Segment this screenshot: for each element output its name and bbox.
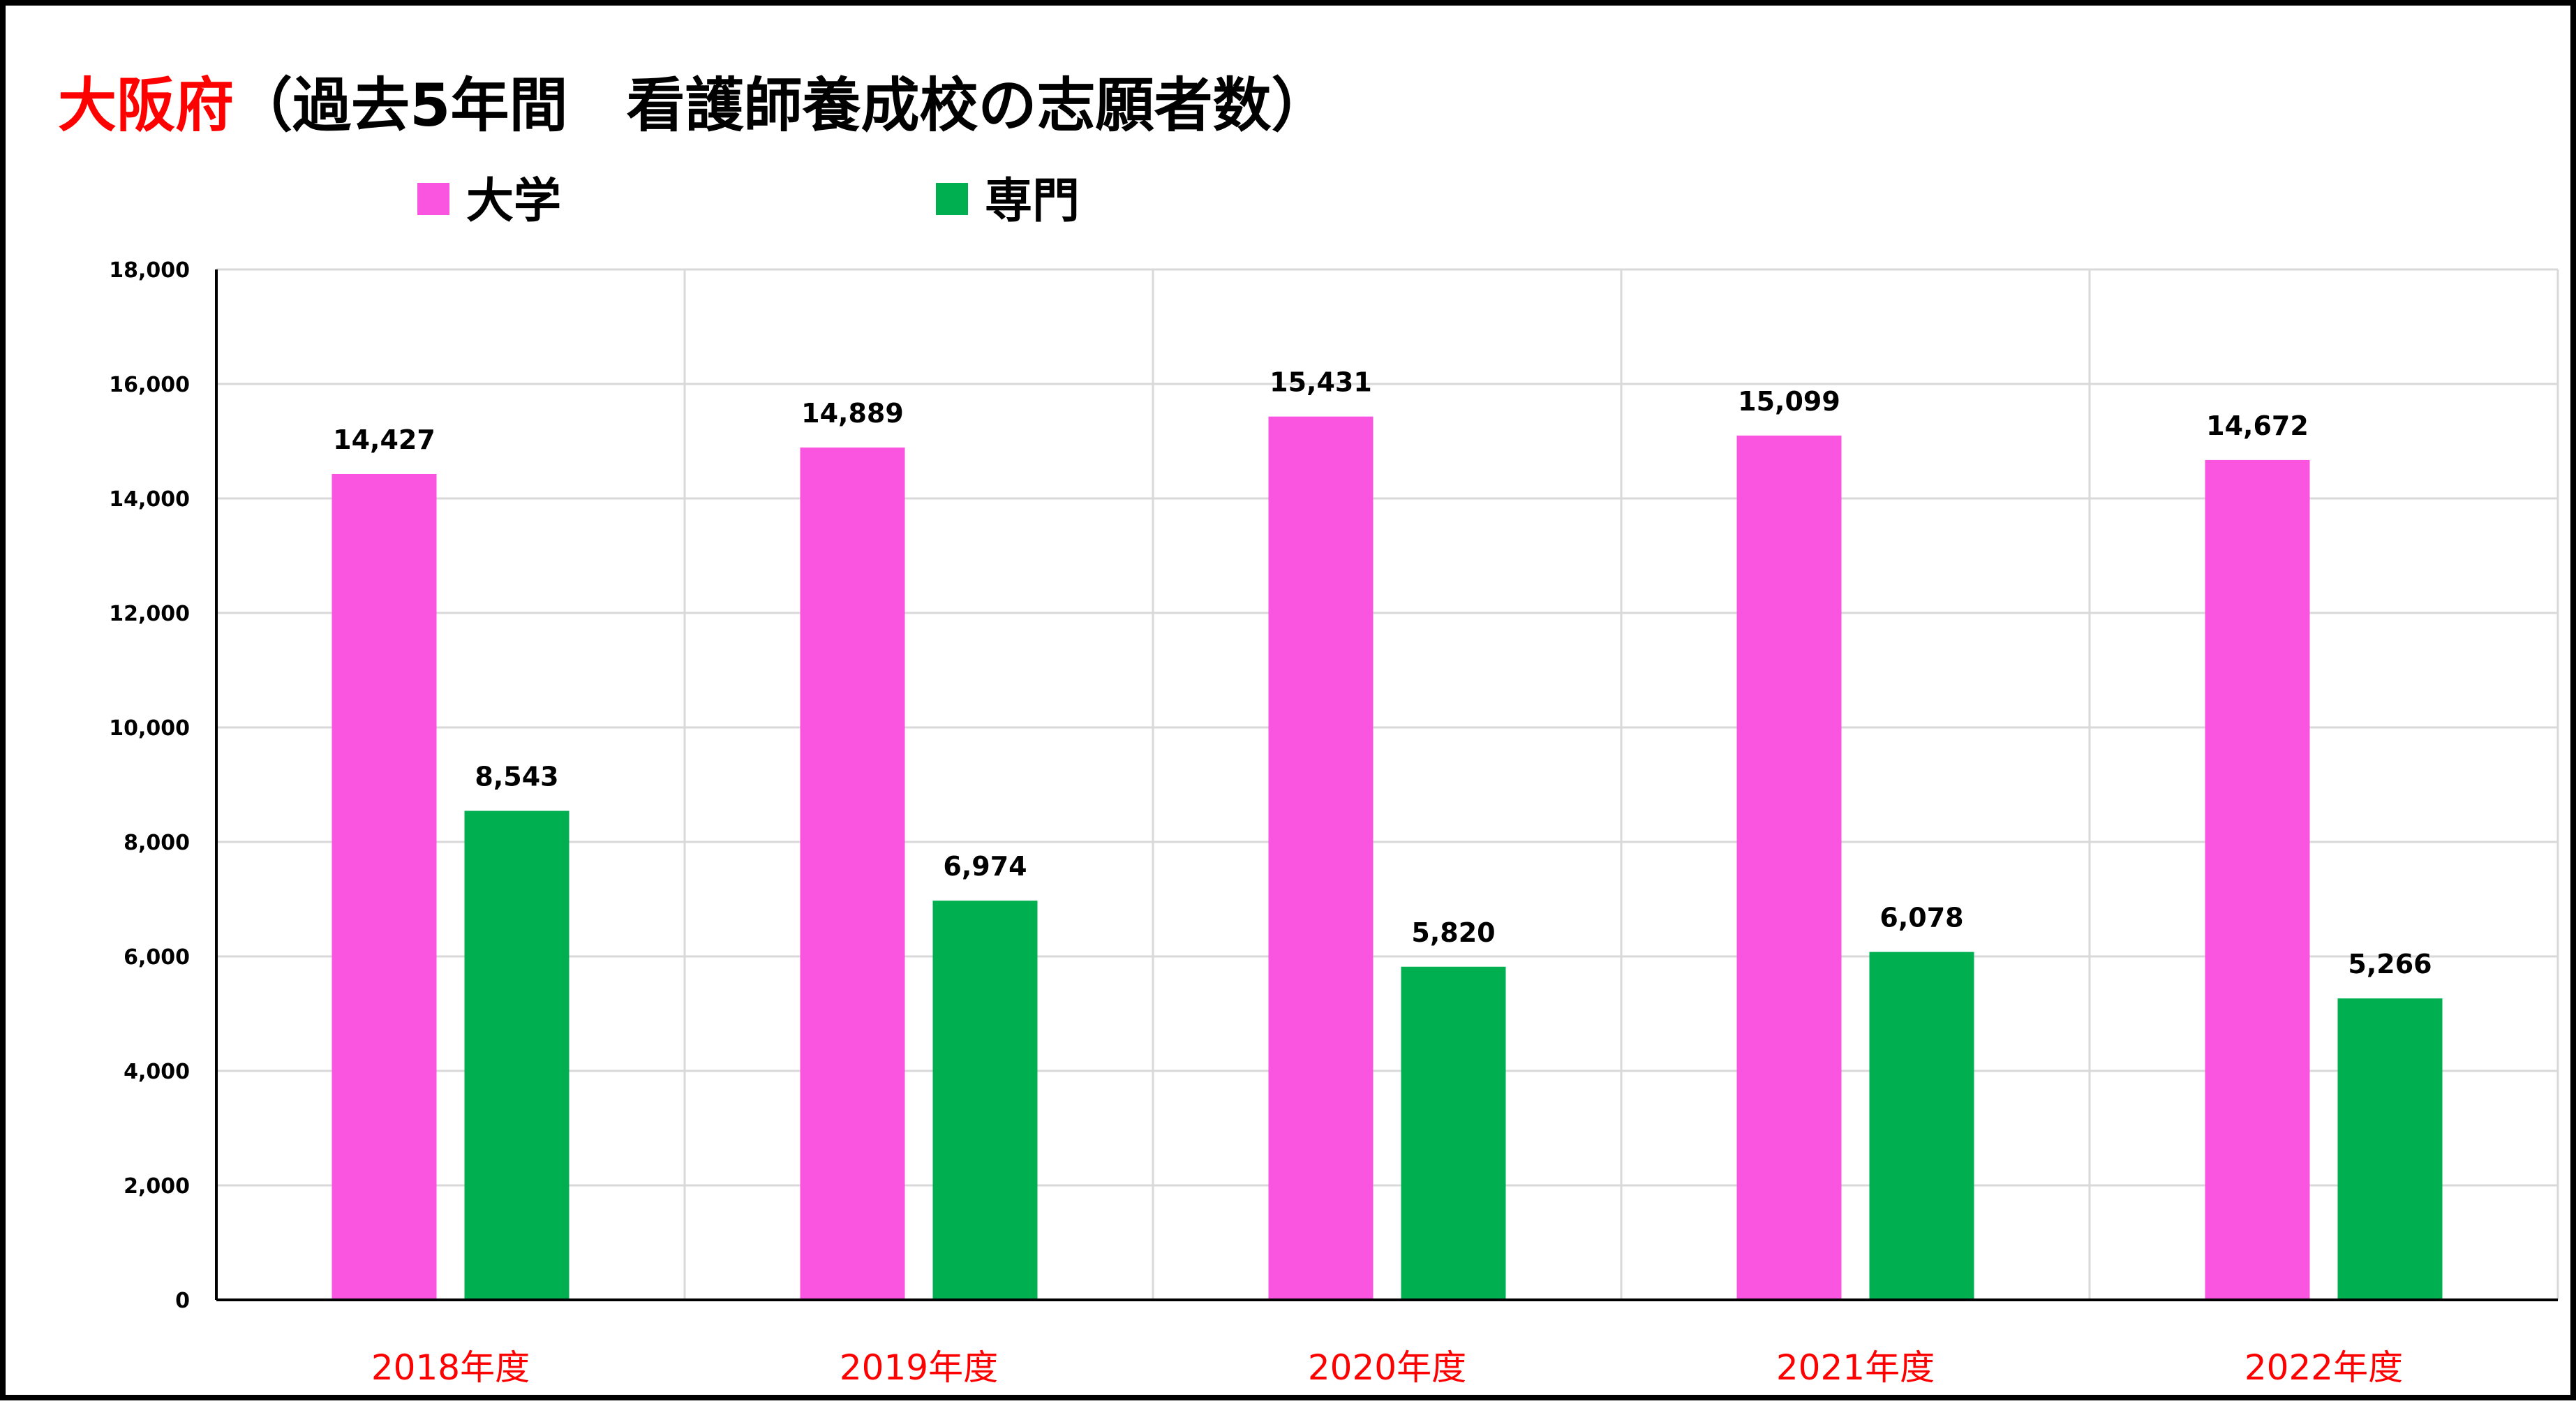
grid <box>216 268 2559 1300</box>
legend-item: 専門 <box>936 174 1080 229</box>
legend-item: 大学 <box>417 174 561 229</box>
y-tick-label: 18,000 <box>109 258 190 283</box>
data-label: 5,266 <box>2348 949 2432 979</box>
data-label: 14,427 <box>333 424 435 455</box>
y-tick-label: 6,000 <box>124 945 190 970</box>
data-label: 15,431 <box>1270 367 1372 398</box>
legend-swatch <box>417 183 449 215</box>
y-axis-ticks: 0 2,000 4,000 6,000 8,000 10,000 12,000 14,000 1… <box>109 258 190 1313</box>
data-labels: 14,427 8,543 14,889 6,974 15,431 5,820 15,099 6… <box>333 367 2432 980</box>
legend: 大学 専門 <box>417 174 1080 229</box>
data-label: 6,974 <box>943 851 1027 882</box>
y-tick-label: 0 <box>175 1289 190 1313</box>
x-tick-label: 2020年度 <box>1308 1347 1466 1388</box>
data-label: 14,889 <box>801 398 904 429</box>
y-tick-label: 12,000 <box>109 602 190 626</box>
x-tick-label: 2019年度 <box>840 1347 998 1388</box>
bar <box>332 473 437 1300</box>
y-tick-label: 8,000 <box>124 831 190 855</box>
chart-svg: 大阪府（過去5年間 看護師養成校の志願者数） 大学 専門 0 2,000 4,000 6… <box>58 71 2559 1388</box>
y-tick-label: 14,000 <box>109 487 190 512</box>
bar <box>932 901 1038 1300</box>
chart-title: 大阪府（過去5年間 看護師養成校の志願者数） <box>58 71 1330 140</box>
y-tick-label: 2,000 <box>124 1174 190 1199</box>
legend-label: 専門 <box>985 174 1080 229</box>
legend-label: 大学 <box>466 174 561 229</box>
x-axis-labels: 2018年度 2019年度 2020年度 2021年度 2022年度 <box>371 1347 2403 1388</box>
bar <box>1869 952 1974 1300</box>
data-label: 5,820 <box>1411 917 1495 948</box>
bar <box>1736 435 1842 1300</box>
y-tick-label: 10,000 <box>109 716 190 741</box>
chart-title-prefix: 大阪府 <box>58 71 234 140</box>
y-tick-label: 4,000 <box>124 1060 190 1084</box>
data-label: 6,078 <box>1879 903 1963 933</box>
bar <box>1401 966 1506 1300</box>
y-tick-label: 16,000 <box>109 373 190 397</box>
data-label: 15,099 <box>1738 386 1840 417</box>
axes <box>215 269 2558 1301</box>
data-label: 8,543 <box>475 761 558 792</box>
chart-title-rest: （過去5年間 看護師養成校の志願者数） <box>234 71 1330 140</box>
bar <box>2205 459 2310 1300</box>
bar <box>1268 416 1373 1301</box>
bar <box>800 447 905 1300</box>
bar <box>2337 998 2443 1300</box>
legend-swatch <box>936 183 968 215</box>
x-tick-label: 2018年度 <box>371 1347 530 1388</box>
bar <box>464 811 569 1300</box>
bars <box>332 416 2443 1301</box>
data-label: 14,672 <box>2206 410 2309 441</box>
x-tick-label: 2021年度 <box>1776 1347 1935 1388</box>
x-tick-label: 2022年度 <box>2244 1347 2403 1388</box>
